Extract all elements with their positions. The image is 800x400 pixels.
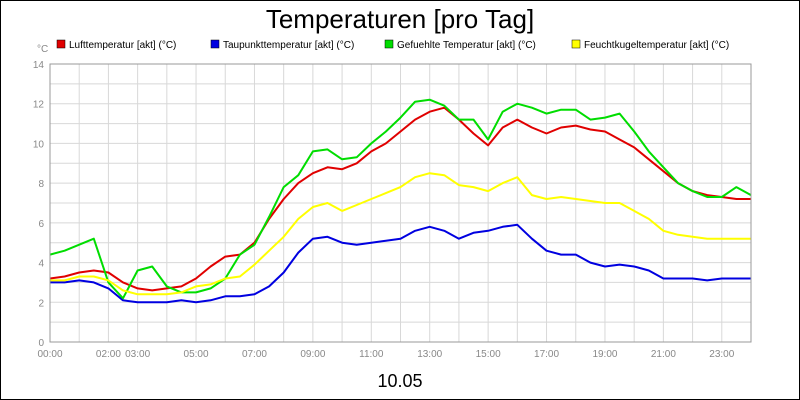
grid bbox=[49, 63, 752, 343]
legend-label: Gefuehlte Temperatur [akt] (°C) bbox=[397, 40, 536, 51]
x-tick-label: 00:00 bbox=[37, 349, 62, 360]
x-tick-label: 05:00 bbox=[184, 349, 209, 360]
y-tick-label: 10 bbox=[33, 139, 45, 150]
series-line-1 bbox=[49, 106, 751, 292]
x-tick-label: 09:00 bbox=[300, 349, 325, 360]
legend: Lufttemperatur [akt] (°C) Taupunkttempera… bbox=[56, 39, 729, 51]
chart-title: Temperaturen [pro Tag] bbox=[266, 4, 534, 34]
legend-label: Lufttemperatur [akt] (°C) bbox=[69, 40, 176, 51]
x-tick-label: 07:00 bbox=[242, 349, 267, 360]
x-tick-label: 02:00 bbox=[96, 349, 121, 360]
x-tick-label: 19:00 bbox=[592, 349, 617, 360]
y-tick-label: 4 bbox=[38, 259, 44, 270]
x-tick-label: 11:00 bbox=[359, 349, 384, 360]
y-ticks: 0 2 4 6 8 10 12 14 bbox=[33, 60, 45, 349]
series-lines bbox=[49, 98, 752, 304]
x-tick-label: 23:00 bbox=[709, 349, 734, 360]
legend-label: Taupunkttemperatur [akt] (°C) bbox=[223, 40, 354, 51]
y-axis-unit: °C bbox=[37, 44, 48, 55]
date-label: 10.05 bbox=[377, 371, 422, 391]
legend-swatch bbox=[571, 39, 581, 49]
series-line-2 bbox=[50, 223, 751, 304]
y-tick-label: 8 bbox=[38, 179, 44, 190]
legend-swatch bbox=[210, 39, 220, 49]
y-tick-label: 12 bbox=[33, 100, 45, 111]
series-line-4 bbox=[50, 172, 751, 296]
y-tick-label: 2 bbox=[38, 298, 44, 309]
x-tick-label: 15:00 bbox=[476, 349, 501, 360]
x-tick-label: 03:00 bbox=[125, 349, 150, 360]
y-tick-label: 6 bbox=[38, 219, 44, 230]
x-tick-label: 13:00 bbox=[417, 349, 442, 360]
series-line-3 bbox=[49, 98, 752, 300]
x-tick-label: 17:00 bbox=[534, 349, 559, 360]
legend-swatch bbox=[384, 39, 394, 49]
legend-label: Feuchtkugeltemperatur [akt] (°C) bbox=[584, 40, 729, 51]
y-tick-label: 14 bbox=[33, 60, 45, 71]
x-tick-label: 21:00 bbox=[651, 349, 676, 360]
y-tick-label: 0 bbox=[38, 338, 44, 349]
plot-border bbox=[49, 63, 752, 343]
legend-swatch bbox=[56, 39, 66, 49]
x-ticks: 00:00 02:00 03:00 05:00 07:00 09:00 11:00 13:00… bbox=[37, 349, 734, 360]
